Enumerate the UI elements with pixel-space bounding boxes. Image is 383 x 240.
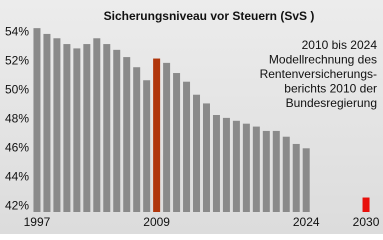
annotation: 2010 bis 2024: [302, 38, 378, 52]
bar: [262, 130, 270, 212]
bar: [232, 120, 240, 212]
bar: [292, 143, 300, 212]
bar: [73, 48, 81, 212]
y-tick-label: 52%: [5, 54, 29, 68]
bar: [63, 44, 71, 213]
bar: [103, 44, 111, 213]
chart-title: Sicherungsniveau vor Steuern (SvS ): [104, 9, 315, 23]
bar: [33, 28, 41, 213]
y-tick-label: 54%: [5, 25, 29, 39]
bar: [362, 197, 370, 212]
x-tick-label: 2030: [353, 215, 380, 229]
bar: [272, 130, 280, 212]
bar: [93, 38, 101, 212]
bar: [153, 58, 161, 213]
y-tick-label: 50%: [5, 83, 29, 97]
bar: [302, 148, 310, 212]
bar: [43, 33, 51, 213]
bar: [83, 44, 91, 213]
bar: [222, 117, 230, 212]
bar: [242, 123, 250, 212]
x-tick-label: 1997: [24, 215, 51, 229]
bar: [163, 62, 171, 212]
bar: [113, 49, 121, 213]
bar: [212, 115, 220, 212]
y-tick-label: 46%: [5, 140, 29, 154]
chart: Sicherungsniveau vor Steuern (SvS ) 42% 4…: [0, 0, 383, 234]
annotation: Modellrechnung des: [269, 53, 377, 67]
bar: [193, 94, 201, 212]
bar: [123, 57, 131, 212]
bar: [183, 81, 191, 212]
y-tick-label: 42%: [5, 198, 29, 212]
bar: [143, 80, 151, 213]
bar: [133, 67, 141, 212]
annotation: Rentenversicherungs-: [260, 67, 377, 81]
bar: [53, 38, 61, 212]
bar: [252, 126, 260, 212]
x-tick-label: 2009: [143, 215, 170, 229]
bar: [282, 136, 290, 212]
y-tick-label: 48%: [5, 112, 29, 126]
annotation: berichts 2010 der: [284, 82, 377, 96]
bar: [173, 73, 181, 212]
annotation: Bundesregierung: [286, 96, 377, 110]
x-tick-label: 2024: [293, 215, 320, 229]
y-tick-label: 44%: [5, 169, 29, 183]
bar: [202, 103, 210, 212]
